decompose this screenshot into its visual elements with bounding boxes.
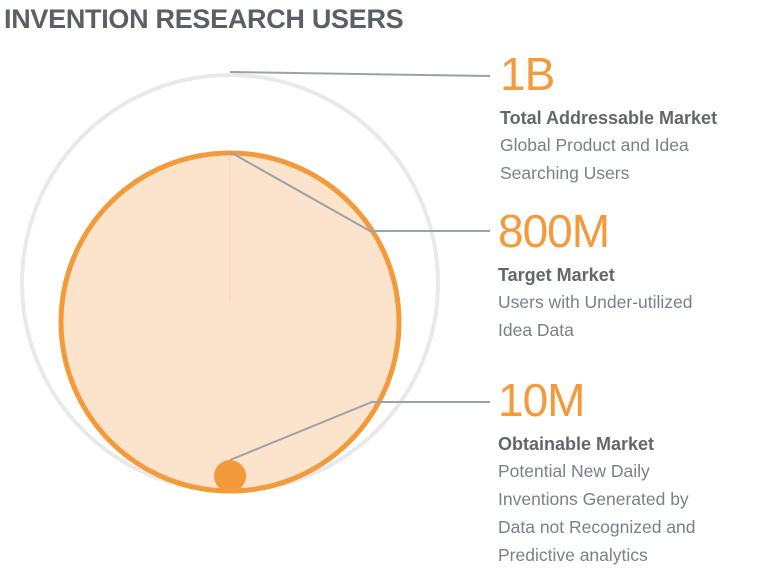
total-market-desc-line: Global Product and Idea: [500, 135, 689, 155]
obtainable-market-connector: [229, 401, 490, 461]
total-market-connector: [229, 71, 491, 77]
total-market-block: 1B Total Addressable Market Global Produ…: [500, 51, 763, 187]
obtainable-market-desc-line: Potential New Daily: [498, 461, 650, 481]
obtainable-market-block: 10M Obtainable Market Potential New Dail…: [498, 377, 763, 569]
total-market-label: Total Addressable Market: [500, 108, 718, 128]
target-market-label: Target Market: [498, 265, 615, 285]
obtainable-market-desc-line: Inventions Generated by: [498, 489, 689, 509]
page-title: INVENTION RESEARCH USERS: [4, 4, 404, 34]
obtainable-market-dot: [214, 460, 246, 492]
total-market-desc-line: Searching Users: [500, 163, 630, 183]
total-market-value: 1B: [500, 48, 555, 100]
target-market-desc-line: Idea Data: [498, 320, 574, 340]
obtainable-market-value: 10M: [498, 374, 585, 426]
target-market-connector: [229, 151, 490, 232]
target-market-value: 800M: [498, 205, 610, 257]
obtainable-market-desc-line: Predictive analytics: [498, 545, 648, 565]
obtainable-market-desc-line: Data not Recognized and: [498, 517, 696, 537]
target-market-desc-line: Users with Under-utilized: [498, 292, 693, 312]
obtainable-market-label: Obtainable Market: [498, 434, 655, 454]
target-market-block: 800M Target Market Users with Under-util…: [498, 208, 763, 344]
